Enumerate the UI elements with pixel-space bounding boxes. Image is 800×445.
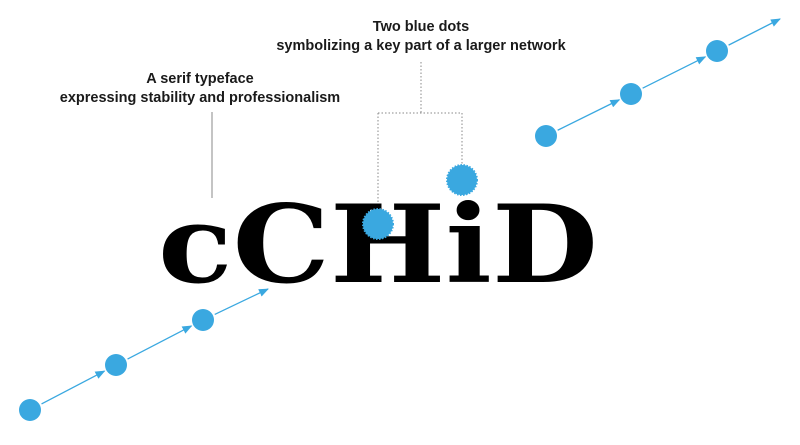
serif-annotation: A serif typeface expressing stability an… xyxy=(30,70,370,108)
network-lower-arrow xyxy=(214,288,269,315)
network-upper-arrow xyxy=(642,56,707,89)
network-line-lower-left xyxy=(19,288,269,421)
network-lower-dot xyxy=(105,354,127,376)
dots-leader-bracket xyxy=(377,62,463,208)
network-upper-dot xyxy=(706,40,728,62)
network-upper-arrow xyxy=(728,18,781,46)
logo-wordmark: cCHiD xyxy=(158,182,598,308)
serif-annotation-line2: expressing stability and professionalism xyxy=(59,90,341,106)
network-lower-arrow xyxy=(41,370,106,405)
network-lower-arrow xyxy=(127,325,193,360)
network-upper-dot xyxy=(535,125,557,147)
serif-annotation-line1: A serif typeface xyxy=(146,71,254,87)
network-line-upper-right xyxy=(535,18,781,147)
network-lower-dot xyxy=(192,309,214,331)
network-upper-arrow xyxy=(557,99,621,131)
network-lower-dot xyxy=(19,399,41,421)
dots-annotation-line1: Two blue dots xyxy=(372,19,470,35)
network-upper-dot xyxy=(620,83,642,105)
dots-annotation: Two blue dots symbolizing a key part of … xyxy=(241,18,601,56)
logo-blue-dot-right xyxy=(446,164,478,196)
dots-annotation-line2: symbolizing a key part of a larger netwo… xyxy=(276,38,566,54)
logo-blue-dot-left xyxy=(362,208,394,240)
